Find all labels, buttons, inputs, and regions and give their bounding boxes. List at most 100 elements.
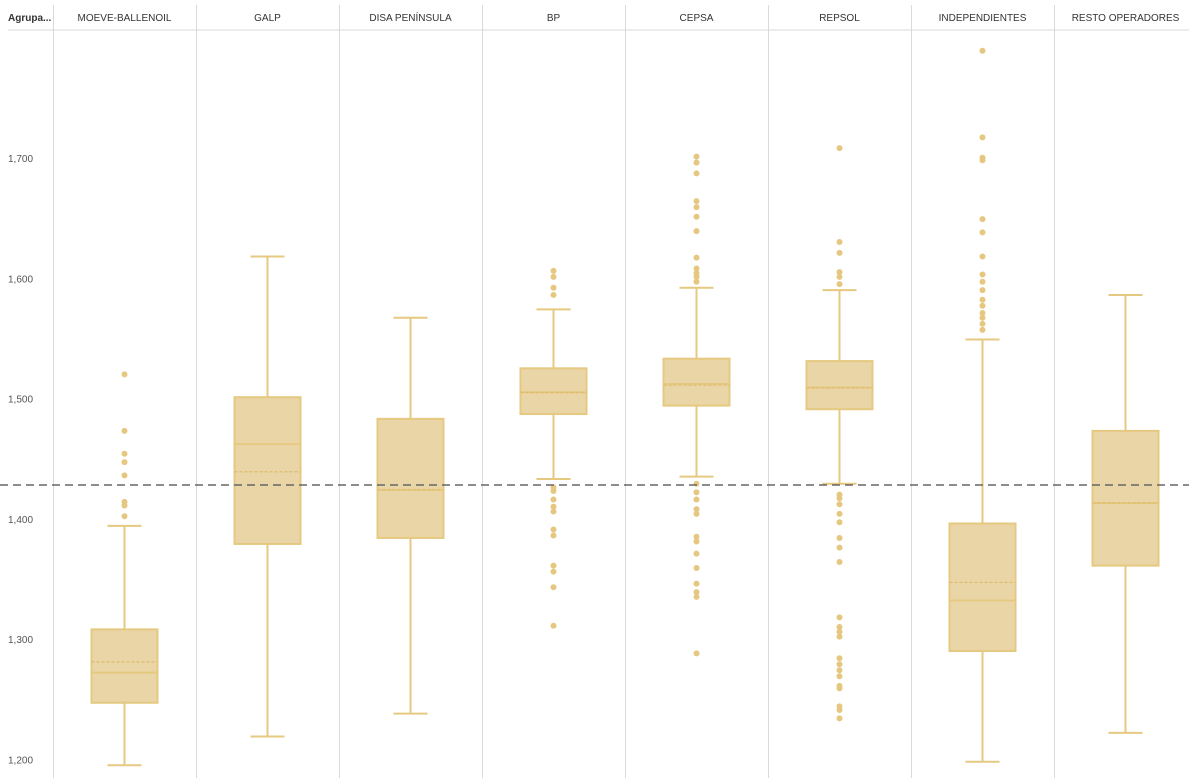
- outlier-point[interactable]: [979, 134, 986, 141]
- outlier-point[interactable]: [979, 229, 986, 236]
- outlier-point[interactable]: [693, 506, 700, 513]
- outlier-point[interactable]: [550, 496, 557, 503]
- box-iqr[interactable]: [519, 367, 588, 416]
- outlier-point[interactable]: [693, 278, 700, 285]
- outlier-point[interactable]: [693, 496, 700, 503]
- outlier-point[interactable]: [550, 526, 557, 533]
- outlier-point[interactable]: [693, 510, 700, 517]
- outlier-point[interactable]: [836, 510, 843, 517]
- outlier-point[interactable]: [836, 519, 843, 526]
- outlier-point[interactable]: [121, 513, 128, 520]
- box-iqr[interactable]: [90, 628, 159, 704]
- outlier-point[interactable]: [693, 213, 700, 220]
- outlier-point[interactable]: [550, 568, 557, 575]
- y-tick-label: 1,600: [8, 274, 33, 285]
- outlier-point[interactable]: [693, 589, 700, 596]
- outlier-point[interactable]: [979, 271, 986, 278]
- outlier-point[interactable]: [836, 491, 843, 498]
- outlier-point[interactable]: [836, 559, 843, 566]
- outlier-point[interactable]: [836, 623, 843, 630]
- outlier-point[interactable]: [550, 273, 557, 280]
- outlier-point[interactable]: [121, 371, 128, 378]
- column-header: REPSOL: [819, 13, 860, 24]
- outlier-point[interactable]: [550, 562, 557, 569]
- outlier-point[interactable]: [550, 622, 557, 629]
- outlier-point[interactable]: [550, 291, 557, 298]
- outlier-point[interactable]: [836, 715, 843, 722]
- outlier-point[interactable]: [693, 159, 700, 166]
- outlier-point[interactable]: [693, 170, 700, 177]
- row-label: Agrupa...: [8, 13, 52, 24]
- outlier-point[interactable]: [979, 287, 986, 294]
- outlier-point[interactable]: [121, 427, 128, 434]
- column-header: BP: [547, 13, 561, 24]
- outlier-point[interactable]: [550, 584, 557, 591]
- outlier-point[interactable]: [121, 459, 128, 466]
- outlier-point[interactable]: [693, 153, 700, 160]
- outlier-point[interactable]: [979, 302, 986, 309]
- box-iqr[interactable]: [948, 522, 1017, 653]
- box-iqr[interactable]: [233, 396, 302, 545]
- outlier-point[interactable]: [693, 254, 700, 261]
- outlier-point[interactable]: [979, 216, 986, 223]
- outlier-point[interactable]: [836, 281, 843, 288]
- box-iqr[interactable]: [376, 417, 445, 539]
- outlier-point[interactable]: [979, 278, 986, 285]
- outlier-point[interactable]: [979, 314, 986, 321]
- outlier-point[interactable]: [693, 580, 700, 587]
- outlier-point[interactable]: [836, 667, 843, 674]
- outlier-point[interactable]: [693, 228, 700, 235]
- outlier-point[interactable]: [693, 550, 700, 557]
- outlier-point[interactable]: [693, 533, 700, 540]
- column-header: INDEPENDIENTES: [939, 13, 1027, 24]
- outlier-point[interactable]: [550, 267, 557, 274]
- outlier-point[interactable]: [836, 628, 843, 635]
- outlier-point[interactable]: [693, 480, 700, 487]
- outlier-point[interactable]: [979, 154, 986, 161]
- outlier-point[interactable]: [979, 296, 986, 303]
- box-iqr[interactable]: [805, 360, 874, 411]
- outlier-point[interactable]: [550, 284, 557, 291]
- outlier-point[interactable]: [836, 249, 843, 256]
- outlier-point[interactable]: [979, 320, 986, 327]
- outlier-point[interactable]: [550, 508, 557, 515]
- outlier-point[interactable]: [836, 501, 843, 508]
- outlier-point[interactable]: [121, 472, 128, 479]
- outlier-point[interactable]: [550, 484, 557, 491]
- outlier-point[interactable]: [693, 489, 700, 496]
- outlier-point[interactable]: [550, 503, 557, 510]
- box-iqr[interactable]: [1091, 429, 1160, 567]
- outlier-point[interactable]: [979, 253, 986, 260]
- outlier-point[interactable]: [550, 532, 557, 539]
- outlier-point[interactable]: [693, 198, 700, 205]
- outlier-point[interactable]: [836, 633, 843, 640]
- outlier-point[interactable]: [693, 650, 700, 657]
- outlier-point[interactable]: [836, 273, 843, 280]
- outlier-point[interactable]: [693, 565, 700, 572]
- outlier-point[interactable]: [979, 47, 986, 54]
- outlier-point[interactable]: [693, 204, 700, 211]
- outlier-point[interactable]: [979, 309, 986, 316]
- outlier-point[interactable]: [693, 265, 700, 272]
- y-tick-label: 1,400: [8, 515, 33, 526]
- outlier-point[interactable]: [836, 239, 843, 246]
- outlier-point[interactable]: [836, 703, 843, 710]
- outlier-point[interactable]: [836, 269, 843, 276]
- outlier-point[interactable]: [836, 544, 843, 551]
- outlier-point[interactable]: [693, 593, 700, 600]
- outlier-point[interactable]: [121, 450, 128, 457]
- outlier-point[interactable]: [836, 145, 843, 152]
- outlier-point[interactable]: [693, 538, 700, 545]
- outlier-point[interactable]: [979, 326, 986, 333]
- outlier-point[interactable]: [836, 673, 843, 680]
- outlier-point[interactable]: [836, 682, 843, 689]
- outlier-point[interactable]: [836, 614, 843, 621]
- outlier-point[interactable]: [836, 534, 843, 541]
- box-iqr[interactable]: [662, 357, 731, 407]
- outlier-point[interactable]: [121, 498, 128, 505]
- outlier-point[interactable]: [693, 270, 700, 277]
- column-header: DISA PENÍNSULA: [369, 11, 452, 24]
- outlier-point[interactable]: [836, 661, 843, 668]
- outlier-point[interactable]: [836, 655, 843, 662]
